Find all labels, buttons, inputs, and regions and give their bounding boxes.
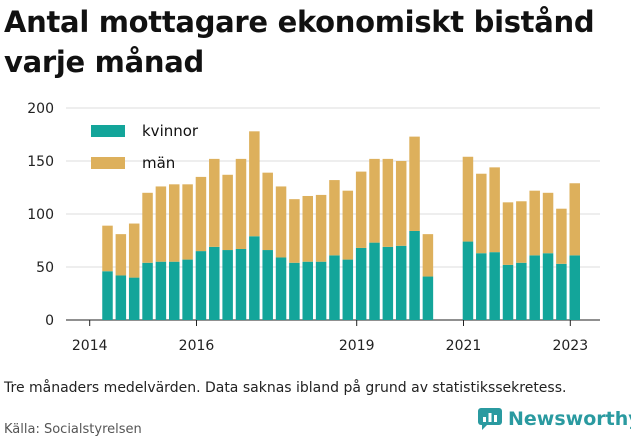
chart-note: Tre månaders medelvärden. Data saknas ib… xyxy=(4,380,567,396)
bar-man-2018-02 xyxy=(302,195,313,262)
y-axis-ticks: 0 50 100 150 200 xyxy=(27,101,54,329)
bar-man-2022-08 xyxy=(542,192,554,254)
bar-man-2017-05 xyxy=(262,172,273,251)
stacked-bar-chart: 0 50 100 150 200 2014 2016 2019 2021 2023 kvinno… xyxy=(27,101,600,354)
bar-kvinnor-2014-05 xyxy=(102,271,113,320)
x-tick-label-2023: 2023 xyxy=(552,338,588,354)
bar-man-2015-08 xyxy=(169,184,180,262)
bar-kvinnor-2018-05 xyxy=(315,261,327,320)
bar-kvinnor-2014-08 xyxy=(115,275,127,320)
x-axis: 2014 2016 2019 2021 2023 xyxy=(72,320,588,354)
bar-kvinnor-2023-02 xyxy=(569,255,580,320)
legend-swatch-man xyxy=(91,157,125,169)
bar-kvinnor-2015-11 xyxy=(182,259,193,320)
bar-man-2017-11 xyxy=(289,199,300,263)
bar-man-2018-05 xyxy=(315,194,327,262)
bar-kvinnor-2022-11 xyxy=(556,263,567,320)
bar-man-2016-08 xyxy=(222,174,233,251)
bar-kvinnor-2020-05 xyxy=(422,276,434,320)
bar-man-2014-05 xyxy=(102,225,113,272)
y-tick-label-100: 100 xyxy=(27,207,54,223)
bar-man-2022-05 xyxy=(529,190,540,256)
chart-title: Antal mottagare ekonomiskt bistånd varje… xyxy=(4,5,595,79)
bar-man-2019-05 xyxy=(369,158,380,243)
bar-man-2021-05 xyxy=(476,173,487,254)
legend-swatch-kvinnor xyxy=(91,125,125,137)
bar-man-2014-08 xyxy=(115,234,127,276)
x-tick-label-2016: 2016 xyxy=(179,338,215,354)
bar-kvinnor-2017-05 xyxy=(262,250,273,320)
bar-kvinnor-2022-08 xyxy=(542,253,554,320)
bar-man-2016-05 xyxy=(209,158,220,247)
bar-kvinnor-2015-02 xyxy=(142,262,153,320)
bar-kvinnor-2022-02 xyxy=(516,262,527,320)
bar-man-2017-02 xyxy=(249,131,260,237)
bar-man-2021-11 xyxy=(502,202,514,265)
bar-man-2014-11 xyxy=(128,223,140,278)
bar-man-2019-11 xyxy=(395,161,407,246)
bar-man-2015-11 xyxy=(182,184,193,260)
bar-man-2022-02 xyxy=(516,201,527,263)
bar-man-2019-02 xyxy=(355,171,367,248)
bar-chart-logo-icon xyxy=(478,408,502,430)
bar-man-2021-08 xyxy=(489,167,500,253)
x-tick-label-2019: 2019 xyxy=(339,338,375,354)
bar-kvinnor-2015-05 xyxy=(155,261,167,320)
y-tick-label-0: 0 xyxy=(45,313,54,329)
bar-kvinnor-2015-08 xyxy=(169,261,180,320)
bar-kvinnor-2016-11 xyxy=(235,248,247,320)
brand-name: Newsworthy xyxy=(508,408,631,430)
legend: kvinnor män xyxy=(91,122,199,172)
bar-kvinnor-2018-02 xyxy=(302,261,313,320)
bar-man-2015-02 xyxy=(142,192,153,263)
bar-kvinnor-2017-08 xyxy=(275,257,287,320)
bar-kvinnor-2021-02 xyxy=(462,241,474,320)
bar-man-2015-05 xyxy=(155,186,167,262)
bar-kvinnor-2018-11 xyxy=(342,259,354,320)
bar-man-2016-11 xyxy=(235,158,247,249)
bar-man-2022-11 xyxy=(556,208,567,264)
x-tick-label-2014: 2014 xyxy=(72,338,108,354)
source-text: Källa: Socialstyrelsen xyxy=(4,422,142,437)
bar-man-2023-02 xyxy=(569,183,580,256)
bar-kvinnor-2019-02 xyxy=(355,247,367,320)
bar-kvinnor-2016-05 xyxy=(209,246,220,320)
bar-kvinnor-2018-08 xyxy=(329,255,340,320)
bar-kvinnor-2017-02 xyxy=(249,236,260,320)
bar-kvinnor-2017-11 xyxy=(289,262,300,320)
bar-kvinnor-2021-05 xyxy=(476,253,487,320)
newsworthy-logo[interactable]: Newsworthy xyxy=(478,408,631,430)
bar-man-2020-05 xyxy=(422,234,434,277)
bar-kvinnor-2021-11 xyxy=(502,264,514,320)
bar-man-2017-08 xyxy=(275,186,287,258)
bar-kvinnor-2019-11 xyxy=(395,245,407,320)
bar-man-2018-11 xyxy=(342,190,354,260)
bar-man-2018-08 xyxy=(329,180,340,256)
bars xyxy=(102,131,580,320)
legend-label-man: män xyxy=(142,154,175,172)
bar-man-2019-08 xyxy=(382,158,394,247)
bar-man-2020-02 xyxy=(409,136,420,231)
x-tick-label-2021: 2021 xyxy=(446,338,482,354)
bar-kvinnor-2014-11 xyxy=(128,277,140,320)
bar-man-2021-02 xyxy=(462,156,474,242)
y-tick-label-200: 200 xyxy=(27,101,54,117)
y-tick-label-50: 50 xyxy=(36,260,54,276)
bar-kvinnor-2019-08 xyxy=(382,246,394,320)
bar-kvinnor-2016-08 xyxy=(222,250,233,320)
bar-kvinnor-2022-05 xyxy=(529,255,540,320)
legend-label-kvinnor: kvinnor xyxy=(142,122,199,140)
bar-kvinnor-2021-08 xyxy=(489,252,500,320)
y-tick-label-150: 150 xyxy=(27,154,54,170)
bar-kvinnor-2019-05 xyxy=(369,242,380,320)
bar-man-2016-02 xyxy=(195,176,207,252)
bar-kvinnor-2016-02 xyxy=(195,251,207,320)
bar-kvinnor-2020-02 xyxy=(409,230,420,320)
